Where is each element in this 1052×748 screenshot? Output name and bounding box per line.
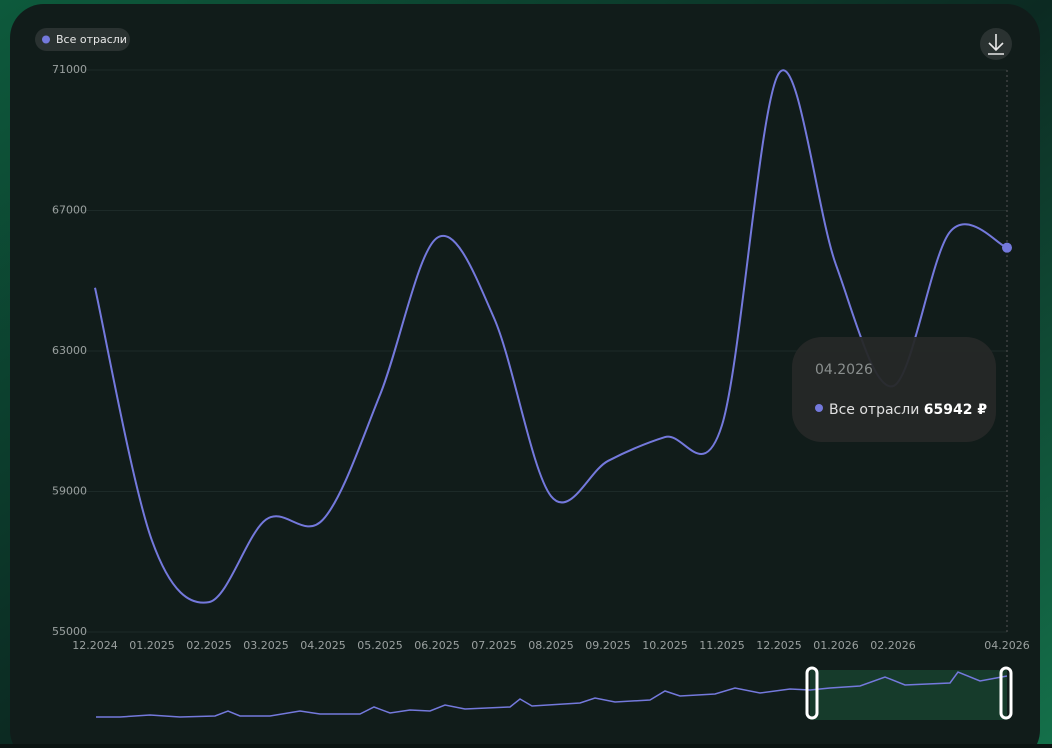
x-tick-label: 12.2024 (72, 639, 118, 652)
x-tick-label: 02.2026 (870, 639, 916, 652)
x-tick-label: 07.2025 (471, 639, 517, 652)
navigator-handle[interactable] (805, 666, 819, 720)
tooltip-marker (815, 404, 823, 412)
navigator-handle[interactable] (999, 666, 1013, 720)
tooltip-series: Все отрасли (829, 402, 919, 418)
hover-point (1002, 242, 1012, 253)
x-tick-label: 04.2026 (984, 639, 1030, 652)
y-tick-label: 67000 (52, 204, 87, 217)
x-tick-label: 05.2025 (357, 639, 403, 652)
legend-chip[interactable] (35, 28, 130, 51)
tooltip-value: 65942 ₽ (924, 402, 988, 418)
legend-label[interactable]: Все отрасли (56, 33, 127, 46)
x-tick-label: 01.2026 (813, 639, 859, 652)
y-tick-label: 59000 (52, 485, 87, 498)
navigator-line (96, 671, 1008, 718)
x-tick-label: 01.2025 (129, 639, 175, 652)
x-tick-label: 11.2025 (699, 639, 745, 652)
y-tick-label: 63000 (52, 344, 87, 357)
legend-marker (42, 35, 50, 44)
tooltip (792, 337, 996, 442)
x-tick-label: 03.2025 (243, 639, 289, 652)
tooltip-text: Все отрасли 65942 ₽ (829, 402, 987, 418)
x-tick-label: 06.2025 (414, 639, 460, 652)
navigator-selection (810, 670, 1007, 720)
series-line (94, 69, 1008, 604)
y-tick-label: 71000 (52, 63, 87, 76)
x-tick-label: 09.2025 (585, 639, 631, 652)
tooltip-date: 04.2026 (815, 362, 873, 378)
x-tick-label: 10.2025 (642, 639, 688, 652)
x-tick-label: 04.2025 (300, 639, 346, 652)
panel (10, 4, 1040, 748)
x-tick-label: 08.2025 (528, 639, 574, 652)
x-tick-label: 02.2025 (186, 639, 232, 652)
y-tick-label: 55000 (52, 625, 87, 638)
download-icon (988, 34, 1004, 55)
x-tick-label: 12.2025 (756, 639, 802, 652)
